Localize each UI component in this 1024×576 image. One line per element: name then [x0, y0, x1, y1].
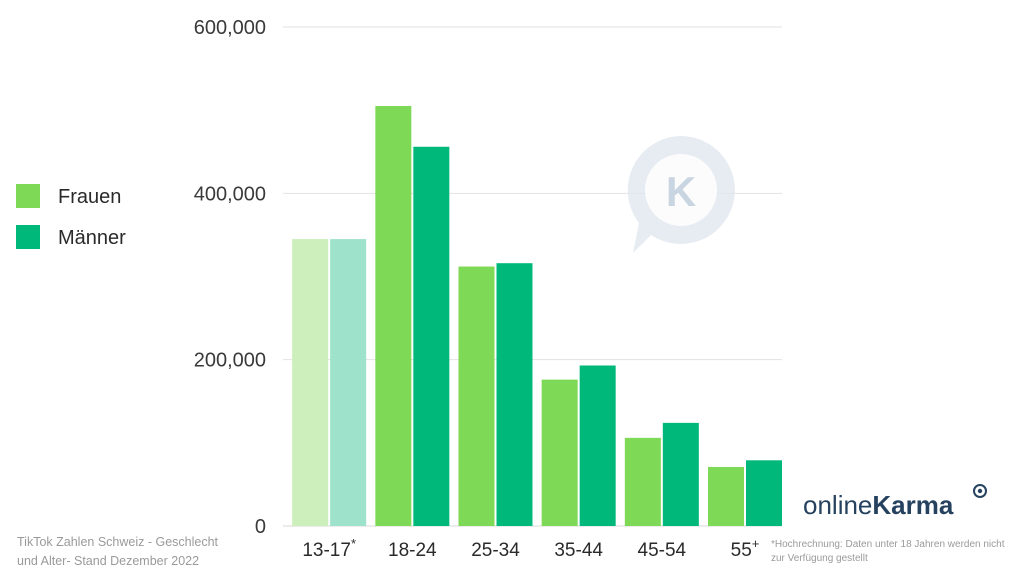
- x-tick-label: 18-24: [388, 540, 437, 561]
- x-tick-label: 13-17*: [302, 536, 356, 561]
- brand-wordmark: onlineKarma: [803, 490, 954, 520]
- y-axis: 0 200,000 400,000 600,000: [194, 17, 266, 538]
- footnote-line-2: zur Verfügung gestellt: [771, 553, 868, 564]
- bar-frauen-4: [624, 437, 661, 526]
- y-tick-label: 400,000: [194, 183, 266, 205]
- y-tick-label: 600,000: [194, 17, 266, 39]
- bar-frauen-5: [708, 466, 744, 526]
- bar-maenner-0: [330, 239, 367, 526]
- x-tick-label: 45-54: [638, 540, 687, 561]
- bar-maenner-3: [579, 365, 616, 526]
- x-axis: 13-17* 18-24 25-34 35-44 45-54 55+: [302, 536, 759, 561]
- x-tick-label: 25-34: [471, 540, 520, 561]
- y-tick-label: 0: [255, 516, 266, 538]
- bar-maenner-5: [746, 460, 782, 526]
- footnote-line-1: *Hochrechnung: Daten unter 18 Jahren wer…: [771, 539, 1005, 550]
- bar-frauen-1: [375, 106, 412, 526]
- brand-logo: onlineKarma: [803, 484, 987, 520]
- legend-swatch-maenner: [16, 225, 40, 249]
- legend-label-maenner: Männer: [58, 227, 126, 249]
- bar-frauen-2: [458, 266, 495, 526]
- bar-maenner-2: [496, 263, 533, 526]
- brand-part-2: Karma: [872, 490, 953, 520]
- bar-maenner-4: [662, 422, 699, 526]
- caption-line-1: TikTok Zahlen Schweiz - Geschlecht: [17, 535, 219, 549]
- watermark-letter: K: [666, 168, 696, 215]
- watermark-logo-icon: K: [627, 136, 735, 253]
- brand-part-1: online: [803, 490, 872, 520]
- x-tick-label: 55+: [731, 536, 760, 561]
- bars: [292, 106, 782, 526]
- legend-label-frauen: Frauen: [58, 186, 121, 208]
- x-tick-label: 35-44: [554, 540, 603, 561]
- caption-line-2: und Alter- Stand Dezember 2022: [17, 554, 199, 568]
- brand-bubble-icon: [973, 484, 987, 498]
- legend-swatch-frauen: [16, 184, 40, 208]
- y-tick-label: 200,000: [194, 350, 266, 372]
- bar-frauen-3: [541, 379, 578, 526]
- legend: Frauen Männer: [16, 184, 126, 249]
- bar-frauen-0: [292, 239, 329, 526]
- bar-maenner-1: [413, 146, 450, 526]
